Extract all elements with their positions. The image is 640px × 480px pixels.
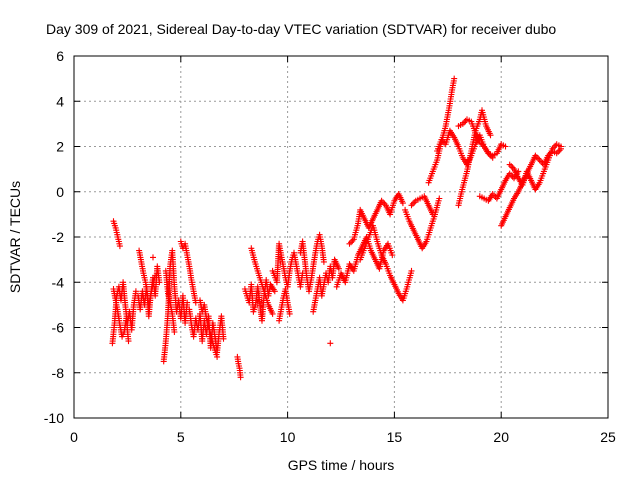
data-point: [346, 240, 353, 247]
data-point: [335, 265, 342, 272]
data-point: [156, 279, 163, 286]
data-point: [436, 195, 443, 202]
data-point: [408, 267, 415, 274]
grid-lines: [74, 56, 608, 418]
y-tick-label: -6: [52, 320, 65, 336]
data-point: [409, 200, 416, 207]
y-tick-label: -4: [52, 274, 65, 290]
data-point: [214, 353, 221, 360]
data-points: [109, 75, 564, 381]
data-point: [152, 272, 159, 279]
data-point: [286, 310, 293, 317]
x-tick-label: 0: [70, 429, 78, 445]
y-tick-label: -10: [44, 410, 64, 426]
y-tick-label: 2: [56, 139, 64, 155]
data-point: [506, 161, 513, 168]
data-point: [132, 288, 139, 295]
data-point: [269, 310, 276, 317]
data-point: [535, 155, 542, 162]
data-point: [348, 239, 354, 246]
data-point: [320, 258, 327, 265]
data-point: [125, 338, 132, 345]
data-point: [502, 143, 509, 150]
x-tick-label: 25: [600, 429, 616, 445]
x-tick-label: 5: [177, 429, 185, 445]
y-tick-label: 0: [56, 184, 64, 200]
data-point: [116, 243, 123, 250]
data-point: [171, 329, 178, 335]
data-point: [327, 340, 334, 347]
y-tick-label: 4: [56, 93, 64, 109]
x-tick-label: 20: [493, 429, 509, 445]
data-point: [508, 163, 515, 170]
data-point: [271, 288, 278, 295]
data-point: [237, 374, 244, 381]
data-point: [150, 254, 156, 261]
y-tick-labels: -10 -8 -6 -4 -2 0 2 4 6: [44, 48, 64, 426]
data-point: [555, 148, 562, 155]
data-point: [451, 75, 458, 82]
data-point: [184, 299, 191, 306]
data-point: [220, 335, 227, 342]
axis-ticks: [73, 55, 609, 419]
data-point: [487, 132, 494, 139]
data-point: [389, 252, 396, 259]
data-point: [429, 211, 436, 218]
x-axis-label: GPS time / hours: [288, 457, 395, 473]
y-axis-label: SDTVAR / TECUs: [7, 181, 23, 293]
x-tick-label: 10: [280, 429, 296, 445]
data-point: [558, 143, 564, 150]
chart-title: Day 309 of 2021, Sidereal Day-to-day VTE…: [46, 21, 556, 37]
y-tick-label: 6: [56, 48, 64, 64]
x-tick-labels: 0 5 10 15 20 25: [70, 429, 616, 445]
x-tick-label: 15: [387, 429, 403, 445]
data-point: [536, 157, 543, 164]
data-point: [408, 202, 415, 209]
y-tick-label: -8: [52, 365, 65, 381]
y-tick-label: -2: [52, 229, 65, 245]
data-point: [538, 158, 545, 165]
data-point: [399, 200, 406, 207]
